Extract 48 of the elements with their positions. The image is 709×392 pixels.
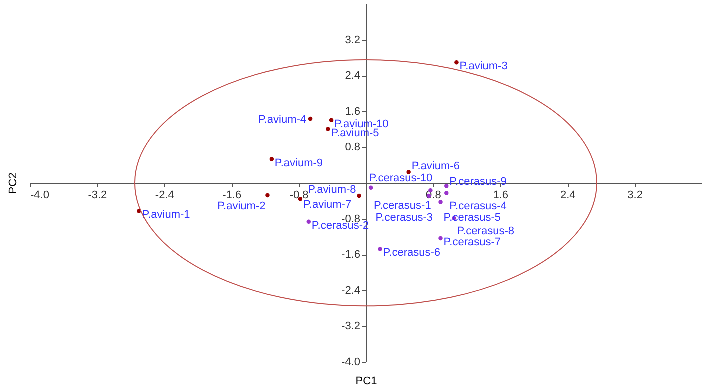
- point: [306, 220, 311, 224]
- point: [270, 157, 274, 162]
- point: [308, 116, 313, 122]
- y-tick-label: -3.2: [342, 320, 360, 333]
- point: [444, 191, 449, 196]
- point: [326, 127, 330, 132]
- annotation: P.cerasus-4: [450, 200, 507, 212]
- y-tick-label: -1.6: [342, 249, 360, 262]
- y-tick-label: -4.0: [342, 356, 360, 368]
- point: [438, 236, 443, 241]
- x-axis-title: PC1: [356, 376, 378, 388]
- y-tick-label: 3.2: [345, 34, 360, 46]
- annotation: P.avium-9: [274, 157, 324, 170]
- annotation: P.avium-8: [308, 184, 356, 196]
- annotation: P.avium-7: [303, 199, 352, 212]
- x-tick-label: -1.6: [222, 190, 242, 202]
- annotation: P.cerasus-5: [444, 212, 502, 224]
- annotation: P.cerasus-1: [374, 200, 432, 212]
- annotation: P.cerasus-7: [444, 236, 502, 248]
- point: [329, 118, 334, 122]
- annotation: P.avium-4: [258, 114, 307, 126]
- x-tick-label: 1.6: [493, 190, 509, 202]
- point: [438, 200, 443, 204]
- y-tick-label: 0.8: [345, 142, 360, 154]
- point: [368, 186, 374, 190]
- x-tick-label: 3.2: [628, 190, 643, 202]
- x-tick-label: -2.4: [155, 190, 174, 202]
- point: [357, 194, 362, 198]
- y-tick-label: -2.4: [342, 284, 360, 297]
- annotation: P.cerasus-3: [376, 212, 433, 224]
- point: [454, 60, 459, 65]
- annotation: P.avium-2: [218, 200, 266, 213]
- x-tick-label: -3.2: [88, 190, 108, 202]
- x-tick-label: 2.4: [560, 190, 576, 202]
- annotation: P.avium-3: [460, 60, 508, 73]
- y-tick-label: 2.4: [345, 70, 360, 82]
- annotation: P.cerasus-8: [457, 225, 514, 238]
- annotation: P.cerasus-6: [383, 247, 441, 260]
- x-tick-label: -4.0: [30, 190, 50, 202]
- point: [444, 184, 449, 188]
- y-axis-title: PC2: [8, 172, 20, 194]
- annotation: P.avium-1: [142, 209, 190, 222]
- point: [266, 193, 270, 198]
- y-tick-label: 1.6: [345, 106, 360, 118]
- x-tick-label: -0.8: [290, 190, 309, 202]
- annotation: P.avium-6: [412, 160, 460, 172]
- point: [378, 247, 382, 252]
- annotation: P.cerasus-10: [369, 172, 433, 185]
